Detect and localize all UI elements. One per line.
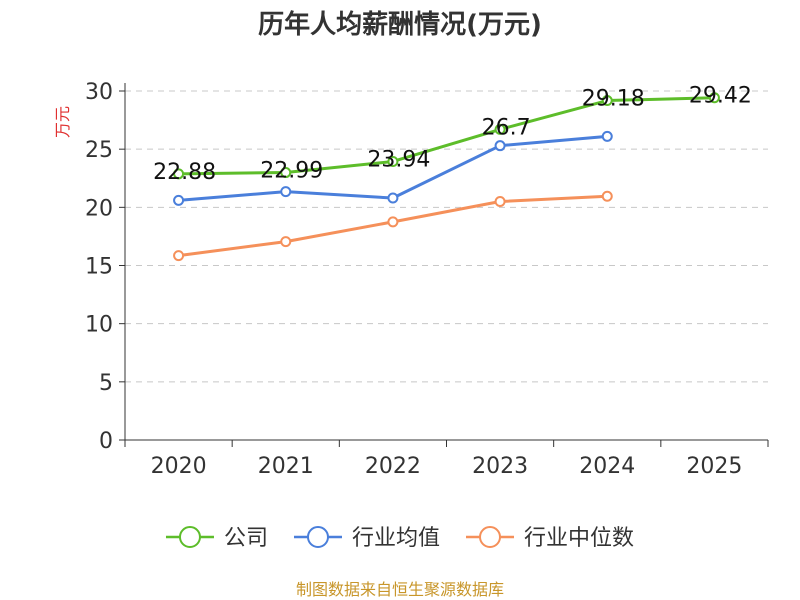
data-label: 29.42: [689, 84, 752, 109]
data-label: 22.99: [260, 159, 323, 184]
legend-label: 公司: [224, 526, 268, 551]
legend-swatch-marker: [306, 526, 329, 548]
legend-swatch-marker: [479, 526, 502, 548]
data-labels: 22.88 22.99 23.94 26.7 29.18 29.42: [153, 84, 752, 185]
series-points: [173, 92, 720, 262]
legend-label: 行业均值: [352, 526, 440, 551]
data-point[interactable]: [280, 167, 292, 179]
data-point[interactable]: [494, 140, 506, 152]
series-line-0: [178, 96, 715, 176]
data-point[interactable]: [387, 192, 399, 204]
y-tick-label: 10: [85, 313, 113, 338]
data-label: 23.94: [367, 147, 430, 172]
data-label: 29.18: [582, 87, 645, 112]
y-axis-label: 万元: [53, 106, 72, 138]
data-point[interactable]: [601, 190, 613, 202]
legend-item-2[interactable]: 行业中位数: [466, 526, 634, 551]
data-point[interactable]: [280, 236, 292, 248]
data-point[interactable]: [601, 95, 613, 107]
data-point[interactable]: [173, 168, 185, 180]
data-point[interactable]: [387, 216, 399, 228]
data-point[interactable]: [387, 155, 399, 167]
legend-label: 行业中位数: [524, 526, 634, 551]
data-point[interactable]: [494, 123, 506, 135]
legend[interactable]: 公司 行业均值 行业中位数: [165, 526, 634, 551]
data-label: 26.7: [482, 115, 531, 140]
x-tick-label: 2023: [472, 454, 528, 479]
y-tick-label: 5: [99, 371, 113, 396]
legend-item-1[interactable]: 行业均值: [293, 526, 440, 551]
data-point[interactable]: [280, 186, 292, 198]
legend-item-0[interactable]: 公司: [165, 526, 268, 551]
series-lines: [178, 96, 715, 258]
y-tick-label: 0: [99, 429, 113, 454]
y-tick-label: 20: [85, 196, 113, 221]
data-point[interactable]: [173, 250, 185, 262]
data-point[interactable]: [601, 130, 613, 142]
data-point[interactable]: [173, 194, 185, 206]
axes: [119, 83, 769, 447]
x-tick-label: 2025: [686, 454, 742, 479]
x-tick-label: 2022: [365, 454, 421, 479]
chart-title: 历年人均薪酬情况(万元): [258, 9, 542, 40]
data-label: 22.88: [153, 160, 216, 185]
y-tick-label: 25: [85, 138, 113, 163]
y-tick-label: 30: [85, 80, 113, 105]
data-point[interactable]: [708, 92, 720, 104]
gridlines: [125, 90, 768, 383]
x-tick-labels: 2020 2021 2022 2023 2024 2025: [151, 454, 743, 479]
x-tick-label: 2024: [579, 454, 635, 479]
x-tick-label: 2020: [151, 454, 207, 479]
source-note: 制图数据来自恒生聚源数据库: [296, 580, 504, 599]
y-tick-labels: 0 5 10 15 20 25 30: [85, 80, 113, 454]
legend-swatch-marker: [178, 526, 201, 548]
data-point[interactable]: [494, 196, 506, 208]
x-tick-label: 2021: [258, 454, 314, 479]
y-tick-label: 15: [85, 255, 113, 280]
